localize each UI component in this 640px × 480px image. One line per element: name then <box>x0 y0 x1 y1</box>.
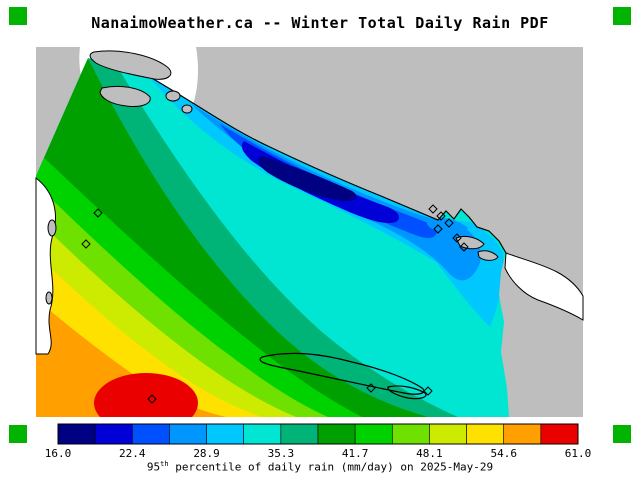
station-marker <box>366 383 376 393</box>
caption-superscript: th <box>160 460 169 468</box>
island-topleft-small-2 <box>181 104 193 114</box>
station-markers <box>81 204 469 404</box>
colorbar-cell <box>206 423 245 445</box>
colorbar-border <box>57 423 579 445</box>
colorbar-tick-label: 35.3 <box>267 447 295 460</box>
contour-band-orange <box>36 299 226 417</box>
station-marker <box>444 218 454 228</box>
gulf-island-2 <box>477 250 499 261</box>
colorbar-caption: 95th percentile of daily rain (mm/day) o… <box>0 460 640 474</box>
island-topleft-small-1 <box>165 90 181 102</box>
colorbar-tick-label: 16.0 <box>44 447 72 460</box>
colorbar-tick-label: 41.7 <box>341 447 369 460</box>
island-outline-bottom-2 <box>387 385 427 400</box>
caption-rest: percentile of daily rain (mm/day) on 202… <box>168 460 494 474</box>
colorbar-cell <box>169 423 207 445</box>
caption-prefix: 95 <box>146 460 161 474</box>
station-marker <box>436 211 446 221</box>
station-marker <box>423 386 433 396</box>
island-topleft-medium <box>99 85 151 107</box>
colorbar-cell <box>57 423 96 445</box>
station-marker <box>452 233 462 243</box>
colorbar-cell <box>391 423 430 445</box>
station-marker <box>81 239 91 249</box>
island-outline-bottom-1 <box>259 352 425 395</box>
colorbar-cell <box>466 423 505 445</box>
colorbar-cell <box>354 423 393 445</box>
island-topleft-large <box>89 50 172 80</box>
colorbar-cell <box>243 423 282 445</box>
islet-west-1 <box>47 219 57 237</box>
colorbar-cell <box>280 423 319 445</box>
contour-band-red-core <box>94 373 198 417</box>
station-marker <box>428 204 438 214</box>
page-title: NanaimoWeather.ca -- Winter Total Daily … <box>91 14 549 32</box>
corner-mark-top-left <box>9 7 27 25</box>
colorbar-cell <box>540 423 579 445</box>
colorbar <box>57 423 579 445</box>
colorbar-cell <box>131 423 170 445</box>
corner-mark-bottom-left <box>9 425 27 443</box>
station-marker <box>93 208 103 218</box>
colorbar-cell <box>503 423 542 445</box>
corner-mark-bottom-right <box>613 425 631 443</box>
corner-mark-top-right <box>613 7 631 25</box>
islet-west-2 <box>45 291 53 305</box>
contour-band-navy-minimum <box>258 156 357 202</box>
station-marker <box>433 224 443 234</box>
gulf-island-1 <box>455 235 485 250</box>
colorbar-cell <box>94 423 133 445</box>
colorbar-tick-label: 22.4 <box>119 447 146 460</box>
colorbar-cell <box>429 423 467 445</box>
colorbar-tick-label: 61.0 <box>564 447 592 460</box>
colorbar-cell <box>317 423 356 445</box>
coastline-main-diagonal <box>149 76 507 254</box>
colorbar-tick-label: 48.1 <box>416 447 443 460</box>
station-marker <box>459 242 469 252</box>
strait-channel <box>504 252 584 321</box>
colorbar-tick-label: 28.9 <box>193 447 220 460</box>
station-marker <box>147 394 157 404</box>
colorbar-tick-label: 54.6 <box>490 447 517 460</box>
